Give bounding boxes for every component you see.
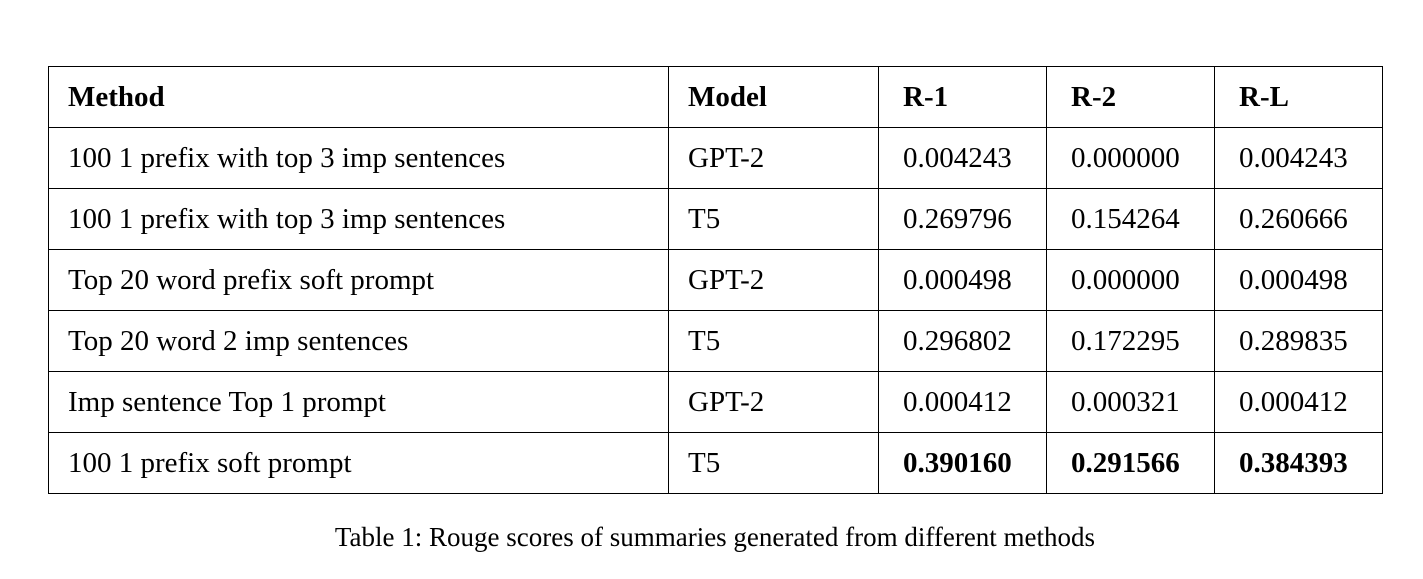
header-r1: R-1 — [878, 66, 1047, 128]
r1-cell: 0.000498 — [878, 249, 1047, 311]
method-cell: 100 1 prefix with top 3 imp sentences — [48, 127, 669, 189]
model-cell: T5 — [668, 432, 879, 494]
table-body: 100 1 prefix with top 3 imp sentences GP… — [48, 127, 1383, 494]
table-row: Top 20 word prefix soft prompt GPT-2 0.0… — [48, 249, 1383, 311]
r2-cell: 0.000000 — [1046, 249, 1215, 311]
method-cell: 100 1 prefix with top 3 imp sentences — [48, 188, 669, 250]
r2-cell-best: 0.291566 — [1046, 432, 1215, 494]
rl-cell: 0.000498 — [1214, 249, 1383, 311]
method-cell: Top 20 word 2 imp sentences — [48, 310, 669, 372]
r1-cell: 0.269796 — [878, 188, 1047, 250]
r2-cell: 0.172295 — [1046, 310, 1215, 372]
rl-cell: 0.289835 — [1214, 310, 1383, 372]
model-cell: GPT-2 — [668, 127, 879, 189]
header-model: Model — [668, 66, 879, 128]
r1-cell-best: 0.390160 — [878, 432, 1047, 494]
r2-cell: 0.154264 — [1046, 188, 1215, 250]
method-cell: Imp sentence Top 1 prompt — [48, 371, 669, 433]
model-cell: GPT-2 — [668, 371, 879, 433]
r1-cell: 0.004243 — [878, 127, 1047, 189]
results-table: Method Model R-1 R-2 R-L 100 1 prefix wi… — [48, 66, 1383, 494]
table-row: 100 1 prefix soft prompt T5 0.390160 0.2… — [48, 432, 1383, 494]
table-row: Top 20 word 2 imp sentences T5 0.296802 … — [48, 310, 1383, 372]
table-header: Method Model R-1 R-2 R-L — [48, 66, 1383, 128]
header-rl: R-L — [1214, 66, 1383, 128]
model-cell: GPT-2 — [668, 249, 879, 311]
table-row: 100 1 prefix with top 3 imp sentences GP… — [48, 127, 1383, 189]
table-row: Imp sentence Top 1 prompt GPT-2 0.000412… — [48, 371, 1383, 433]
header-method: Method — [48, 66, 669, 128]
header-r2: R-2 — [1046, 66, 1215, 128]
rl-cell: 0.260666 — [1214, 188, 1383, 250]
model-cell: T5 — [668, 188, 879, 250]
rl-cell: 0.000412 — [1214, 371, 1383, 433]
r1-cell: 0.296802 — [878, 310, 1047, 372]
table-row: 100 1 prefix with top 3 imp sentences T5… — [48, 188, 1383, 250]
header-row: Method Model R-1 R-2 R-L — [48, 66, 1383, 128]
method-cell: Top 20 word prefix soft prompt — [48, 249, 669, 311]
rl-cell: 0.004243 — [1214, 127, 1383, 189]
r2-cell: 0.000321 — [1046, 371, 1215, 433]
model-cell: T5 — [668, 310, 879, 372]
r2-cell: 0.000000 — [1046, 127, 1215, 189]
r1-cell: 0.000412 — [878, 371, 1047, 433]
table-caption: Table 1: Rouge scores of summaries gener… — [334, 522, 1096, 552]
method-cell: 100 1 prefix soft prompt — [48, 432, 669, 494]
rl-cell-best: 0.384393 — [1214, 432, 1383, 494]
